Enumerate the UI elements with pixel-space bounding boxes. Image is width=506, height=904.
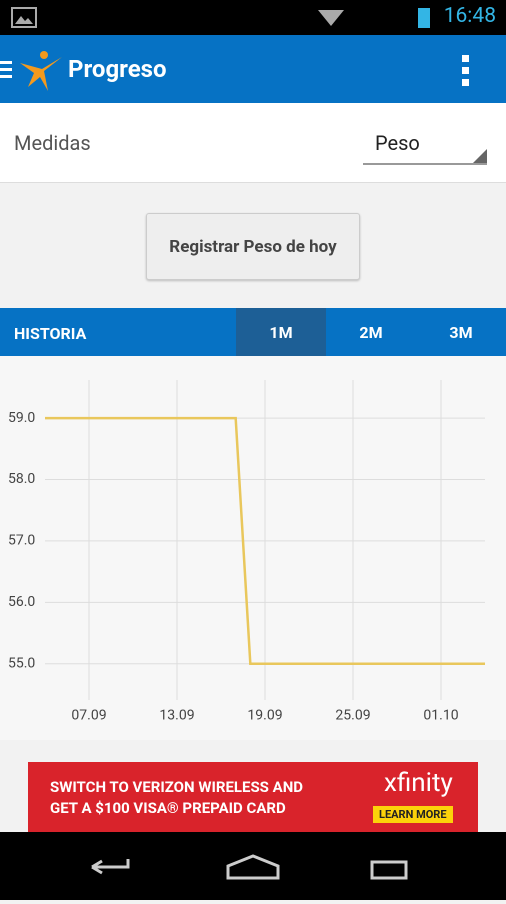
filter-row: Medidas Peso <box>0 103 506 183</box>
nav-bar <box>0 832 506 900</box>
line <box>45 416 485 666</box>
y-tick-label: 56.0 <box>8 594 35 610</box>
dropdown-arrow <box>473 149 487 163</box>
dropdown-value: Peso <box>375 131 420 155</box>
ad-cta[interactable]: LEARN MORE <box>373 806 453 823</box>
y-tick-label: 57.0 <box>8 533 35 549</box>
y-tick-label: 59.0 <box>8 410 35 426</box>
clock: 16:48 <box>443 4 496 28</box>
y-tick-label: 55.0 <box>8 655 35 671</box>
ad-brand: xfinity <box>384 768 453 798</box>
x-tick-label: 19.09 <box>247 708 282 724</box>
x-tick-label: 07.09 <box>71 708 106 724</box>
nav-icons <box>91 854 408 880</box>
register-button[interactable]: Registrar Peso de hoy <box>146 213 360 280</box>
status-bar: 16:48 <box>0 0 506 35</box>
dropdown[interactable]: Peso <box>363 123 487 165</box>
overflow-menu[interactable] <box>461 51 471 91</box>
x-tick-label: 13.09 <box>159 708 194 724</box>
title: Progreso <box>68 55 167 83</box>
x-tick-label: 01.10 <box>423 708 458 724</box>
filter-label: Medidas <box>14 131 91 155</box>
tab[interactable]: 3M <box>449 322 473 342</box>
tabs: HISTORIA 1M 2M 3M <box>0 308 506 356</box>
menu-logo[interactable] <box>0 35 70 103</box>
app-bar: Progreso <box>0 35 506 103</box>
tab[interactable]: 1M <box>236 308 326 356</box>
tab[interactable]: 2M <box>359 322 383 342</box>
y-tick-label: 58.0 <box>8 471 35 487</box>
ad-line2: GET A $100 VISA® PREPAID CARD <box>50 799 286 817</box>
ad-banner[interactable]: SWITCH TO VERIZON WIRELESS AND GET A $10… <box>28 762 478 832</box>
chart: 07.09 13.09 19.09 25.09 01.10 55.0 56.0 57.0 58.… <box>0 356 506 740</box>
ad-line1: SWITCH TO VERIZON WIRELESS AND <box>50 778 304 796</box>
status-icons <box>11 7 430 28</box>
x-tick-label: 25.09 <box>335 708 370 724</box>
tabs-label: HISTORIA <box>14 324 87 343</box>
